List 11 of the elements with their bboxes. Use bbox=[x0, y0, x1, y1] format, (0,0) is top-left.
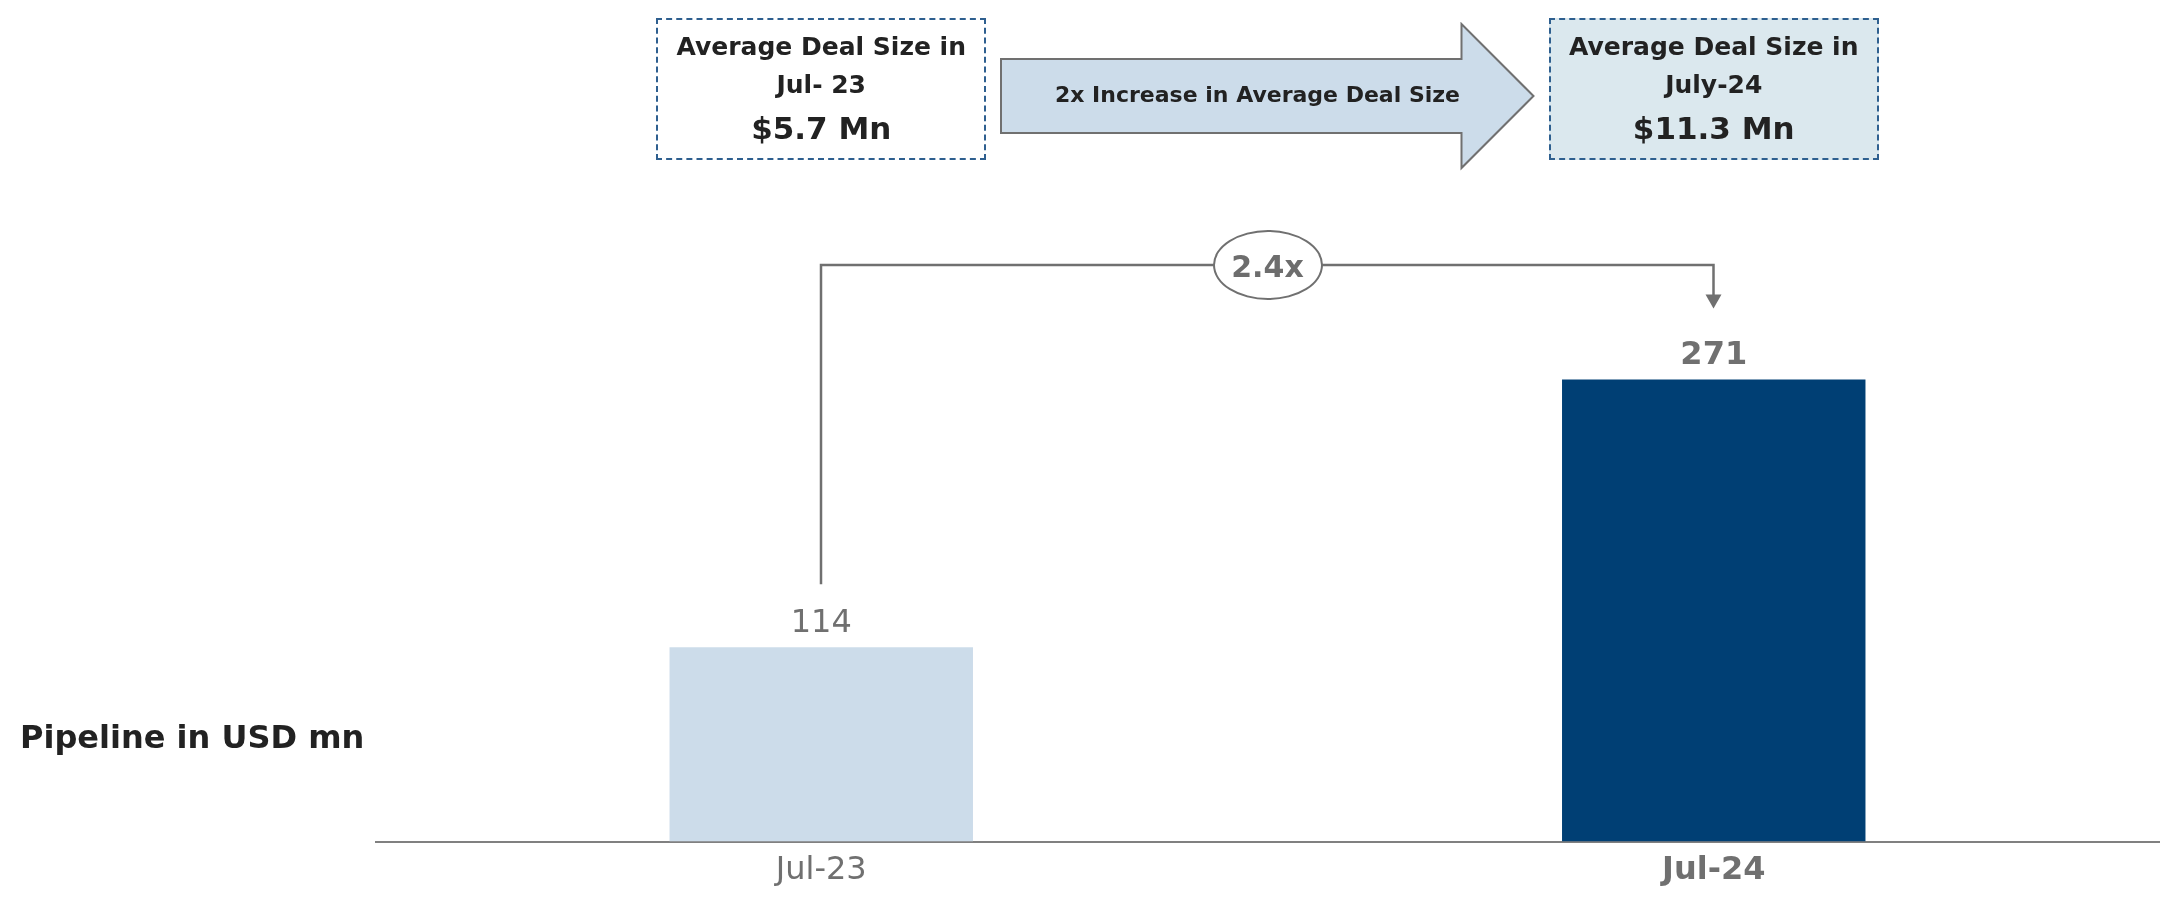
data-label: 271 bbox=[1680, 333, 1748, 372]
x-tick-label: Jul-24 bbox=[1660, 849, 1766, 888]
x-tick-label: Jul-23 bbox=[773, 849, 867, 888]
y-axis-title: Pipeline in USD mn bbox=[20, 718, 365, 756]
text: 2.4x bbox=[1212, 230, 1323, 300]
text: $5.7 Mn bbox=[750, 109, 893, 148]
text: Average Deal Size in Jul- 23 bbox=[675, 31, 967, 101]
text: 2x Increase in Average Deal Size bbox=[1053, 82, 1462, 107]
text: Average Deal Size in July-24 bbox=[1568, 31, 1860, 101]
text: $11.3 Mn bbox=[1631, 109, 1796, 148]
data-label: 114 bbox=[790, 601, 852, 640]
